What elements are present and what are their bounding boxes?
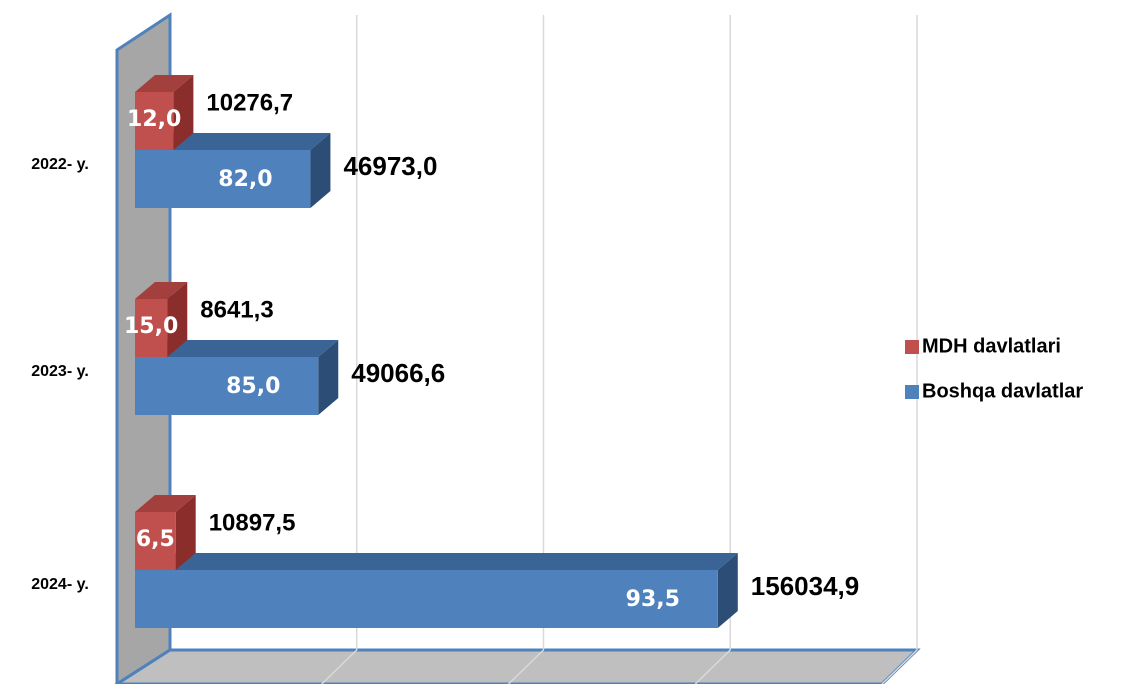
bar: [135, 512, 176, 570]
bars: 2022- y. 82,0 46973,0 12,0 10276,7 2023- y. 85…: [31, 75, 859, 628]
legend-label: Boshqa davlatlar: [922, 380, 1083, 402]
value-label: 46973,0: [343, 151, 437, 181]
bar-side: [167, 282, 188, 357]
share-label: 93,5: [626, 587, 680, 612]
value-label: 49066,6: [351, 358, 445, 388]
share-label: 85,0: [226, 374, 280, 399]
value-label: 10897,5: [209, 509, 296, 536]
bar-side: [175, 495, 196, 570]
grid-line: [507, 649, 545, 684]
bar-side: [318, 340, 339, 415]
share-label: 12,0: [127, 107, 181, 132]
legend-swatch: [905, 340, 919, 354]
legend-label: MDH davlatlari: [922, 335, 1061, 357]
category-label: 2023- y.: [31, 363, 89, 380]
grid-line: [881, 649, 918, 684]
floor: [114, 648, 921, 684]
grid-line: [694, 649, 731, 684]
value-label: 156034,9: [751, 571, 859, 601]
bar-top: [135, 495, 196, 512]
bar-top: [135, 75, 194, 92]
bar-top: [135, 282, 188, 299]
bar: [135, 570, 718, 628]
bar-top: [135, 340, 339, 357]
grid-line: [321, 649, 358, 684]
bar-side: [173, 75, 194, 150]
share-label: 15,0: [124, 314, 178, 339]
category-label: 2024- y.: [31, 576, 89, 593]
category-label: 2022- y.: [31, 156, 89, 173]
bar: [135, 150, 311, 208]
share-label: 82,0: [218, 167, 272, 192]
grid: [321, 15, 918, 684]
legend: MDH davlatlari Boshqa davlatlar: [905, 335, 1083, 402]
legend-swatch: [905, 385, 919, 399]
value-label: 8641,3: [200, 296, 273, 323]
bar: [135, 299, 168, 357]
bar-top: [135, 553, 738, 570]
bar-side: [717, 553, 738, 628]
bar-side: [310, 133, 331, 208]
bar: [135, 92, 174, 150]
share-label: 6,5: [136, 527, 175, 552]
value-label: 10276,7: [206, 89, 293, 116]
bar: [135, 357, 319, 415]
